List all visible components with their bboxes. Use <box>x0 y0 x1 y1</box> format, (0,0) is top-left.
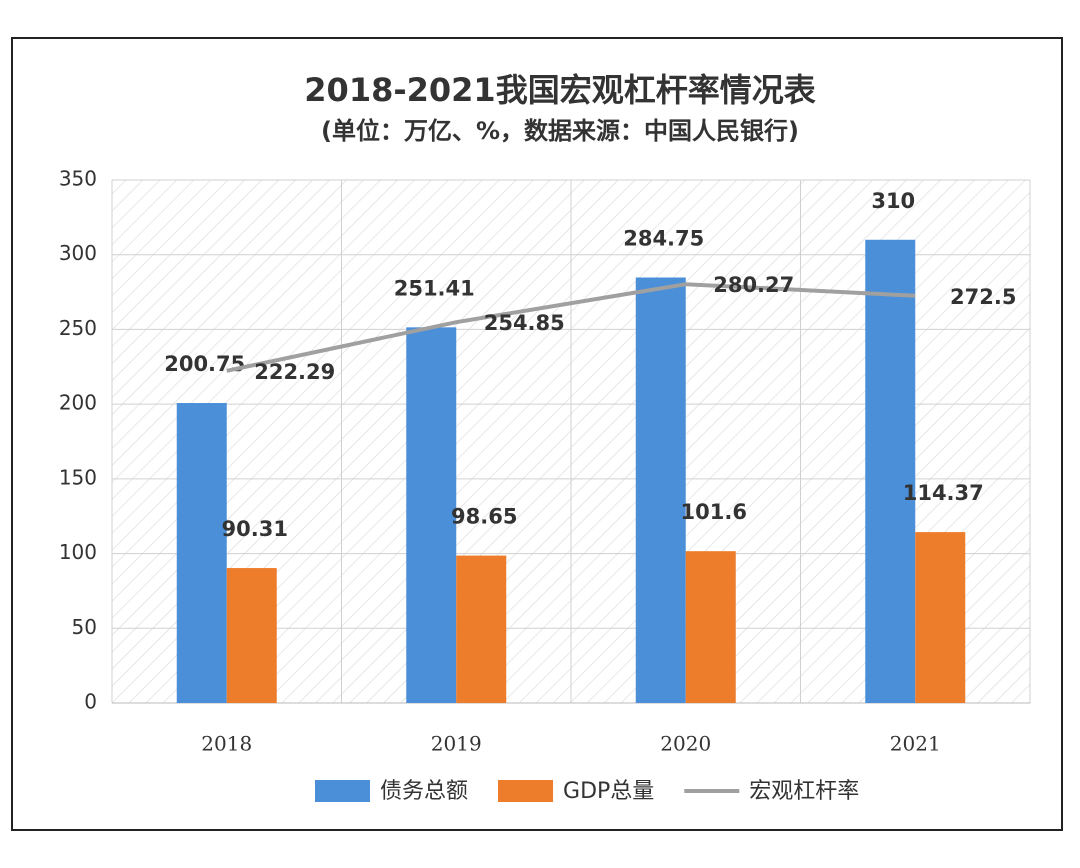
data-label: 114.37 <box>903 481 984 505</box>
data-label: 98.65 <box>451 505 517 529</box>
bar <box>915 532 966 703</box>
x-tick-label: 2021 <box>890 732 941 756</box>
bar <box>226 568 277 703</box>
data-label: 222.29 <box>254 360 335 384</box>
data-label: 90.31 <box>222 517 288 541</box>
data-label: 101.6 <box>681 500 747 524</box>
y-tick-label: 200 <box>59 391 97 415</box>
x-tick-label: 2020 <box>660 732 711 756</box>
line <box>226 282 916 373</box>
bar <box>176 403 227 703</box>
y-tick-label: 150 <box>59 465 97 489</box>
y-tick-label: 100 <box>59 540 97 564</box>
legend-label: 债务总额 <box>380 779 468 804</box>
data-label: 272.5 <box>950 285 1016 309</box>
legend-swatch <box>498 780 554 802</box>
chart-subtitle: (单位：万亿、%，数据来源：中国人民银行) <box>321 117 799 145</box>
data-label: 200.75 <box>164 352 245 376</box>
x-tick-label: 2018 <box>201 732 252 756</box>
data-label: 310 <box>871 189 915 213</box>
y-tick-label: 250 <box>59 316 97 340</box>
data-label: 251.41 <box>394 276 475 300</box>
bar <box>865 239 916 703</box>
bar <box>406 327 457 703</box>
y-tick-label: 300 <box>59 241 97 265</box>
legend-swatch <box>315 780 370 802</box>
bar <box>685 551 736 703</box>
bar <box>456 555 507 703</box>
y-tick-label: 50 <box>72 615 97 639</box>
data-label: 254.85 <box>484 311 565 335</box>
x-tick-label: 2019 <box>431 732 482 756</box>
y-tick-label: 0 <box>84 690 97 714</box>
data-label: 280.27 <box>713 273 794 297</box>
chart-title: 2018-2021我国宏观杠杆率情况表 <box>304 71 815 109</box>
bar <box>635 277 686 703</box>
y-tick-label: 350 <box>59 167 97 191</box>
data-label: 284.75 <box>623 227 704 251</box>
legend-label: GDP总量 <box>563 779 654 804</box>
legend-label: 宏观杠杆率 <box>749 779 859 804</box>
